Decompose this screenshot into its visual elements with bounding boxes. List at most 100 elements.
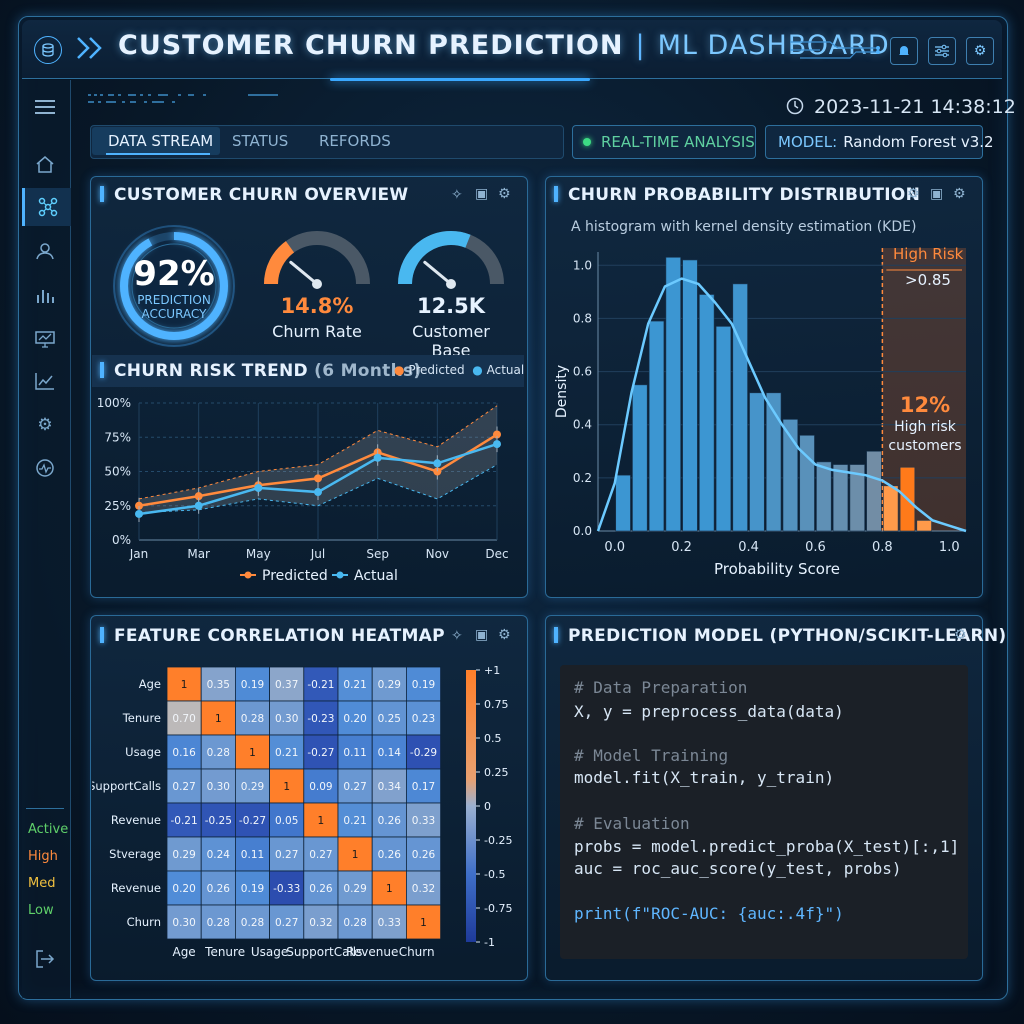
- circuit-decoration: [790, 41, 880, 59]
- model-badge[interactable]: MODEL: Random Forest v3.2: [765, 125, 994, 159]
- heatmap-cell-value: 0.27: [309, 849, 332, 861]
- tab-records[interactable]: REFORDS: [319, 132, 391, 150]
- sliders-icon[interactable]: [928, 37, 956, 65]
- ring-inner: [131, 243, 217, 329]
- hist-bar: [682, 259, 698, 532]
- heatmap-cell-value: 0.09: [309, 781, 332, 793]
- menu-icon[interactable]: [22, 88, 68, 126]
- trend-x-tick: May: [246, 547, 271, 561]
- home-icon[interactable]: [22, 145, 68, 183]
- gear-icon[interactable]: ⚙: [966, 37, 994, 65]
- network-icon[interactable]: [22, 188, 71, 226]
- pin-icon[interactable]: ✧: [451, 187, 463, 203]
- heatmap-cell-value: 0.29: [343, 883, 366, 895]
- hist-minimize-icon[interactable]: ▣: [930, 186, 944, 202]
- customer-base-value: 12.5K: [416, 294, 486, 318]
- trend-x-tick: Sep: [366, 547, 389, 561]
- heatmap-cell: [269, 700, 305, 736]
- heatmap-cell: [303, 870, 339, 906]
- code-line-1: # Data Preparation: [574, 678, 748, 697]
- heatmap-cell: [405, 870, 441, 906]
- legend-predicted-label: Predicted: [262, 568, 328, 584]
- high-risk-label: High Risk: [893, 245, 964, 263]
- hist-bar: [632, 384, 648, 532]
- heatmap-cell-value: 0.27: [275, 849, 298, 861]
- heatmap-col-label: SupportCalls: [286, 945, 362, 959]
- hist-x-tick: 0.0: [604, 540, 625, 555]
- heatmap-cell-value: 0.32: [412, 883, 435, 895]
- heatmap-cell-value: 0.21: [275, 747, 298, 759]
- code-title: PREDICTION MODEL (PYTHON/SCIKIT-LEARN): [554, 626, 1006, 646]
- trend-point-actual: [373, 453, 382, 462]
- title-text: CUSTOMER CHURN PREDICTION: [118, 30, 624, 61]
- code-title-text: PREDICTION MODEL (PYTHON/SCIKIT-LEARN): [568, 626, 1007, 646]
- hist-settings-icon[interactable]: ⚙: [907, 186, 920, 202]
- churn-rate-label: Churn Rate: [272, 322, 362, 341]
- trend-y-tick: 50%: [104, 465, 131, 479]
- activity-icon[interactable]: [22, 449, 68, 487]
- user-icon[interactable]: [22, 232, 68, 270]
- heatmap-cell-value: 0.28: [241, 917, 264, 929]
- title-subtitle: ML DASHBOARD: [657, 30, 890, 61]
- hist-bar: [615, 474, 631, 532]
- monitor-icon[interactable]: [22, 320, 68, 358]
- dashboard-frame: [18, 16, 1008, 1000]
- heatmap-pin-icon[interactable]: ✧: [451, 628, 463, 644]
- heatmap-cell-value: 0.11: [241, 849, 264, 861]
- code-settings-icon[interactable]: ⚙: [954, 627, 967, 643]
- legend-actual-top: Actual: [486, 363, 525, 377]
- heatmap-cell-value: 0.20: [343, 713, 366, 725]
- live-dot-icon: [583, 138, 591, 146]
- heatmap-col-label: Usage: [251, 945, 288, 959]
- realtime-analysis-badge[interactable]: REAL-TIME ANALYSIS: [572, 125, 756, 159]
- gauge-fill: [398, 231, 471, 285]
- bar-chart-icon[interactable]: [22, 276, 68, 314]
- heatmap-cell-value: 0.28: [207, 917, 230, 929]
- colorbar-tick-label: -0.5: [484, 868, 505, 881]
- heatmap-col-label: Revenue: [346, 945, 398, 959]
- hist-y-tick: 0.0: [573, 524, 592, 538]
- bell-icon[interactable]: [890, 37, 918, 65]
- model-value: Random Forest v3.2: [843, 133, 994, 151]
- line-chart-icon[interactable]: [22, 362, 68, 400]
- minimize-icon[interactable]: ▣: [475, 186, 489, 202]
- trend-header-bg: [92, 355, 524, 387]
- heatmap-minimize-icon[interactable]: ▣: [475, 627, 489, 643]
- datetime: 2023-11-21 14:38:12: [814, 96, 1016, 118]
- customer-base-gauge: [398, 231, 504, 289]
- data-ticker-decoration: [88, 94, 278, 103]
- database-icon[interactable]: [34, 36, 62, 64]
- heatmap-cell-value: -0.25: [205, 815, 232, 827]
- heatmap-cell: [371, 870, 407, 906]
- settings-icon[interactable]: ⚙: [37, 415, 53, 435]
- hist-bar: [699, 294, 715, 532]
- heatmap-cell-value: 0.14: [378, 747, 402, 759]
- trend-title-text: CHURN RISK TREND: [114, 361, 308, 381]
- tab-data-stream[interactable]: DATA STREAM: [108, 132, 214, 150]
- heatmap-cell: [337, 734, 373, 770]
- accuracy-value: 92%: [133, 254, 215, 294]
- heatmap-cell: [200, 802, 236, 838]
- trend-point-actual: [433, 459, 442, 468]
- hist-bar: [799, 435, 815, 532]
- sidebar-divider: [26, 808, 64, 809]
- heatmap-cell: [371, 836, 407, 872]
- heatmap-settings-icon[interactable]: ⚙: [498, 627, 511, 643]
- panel-settings-icon[interactable]: ⚙: [498, 186, 511, 202]
- code-line-3: # Model Training: [574, 746, 729, 765]
- code-block[interactable]: # Data Preparation X, y = preprocess_dat…: [560, 665, 968, 959]
- heatmap-cell-value: 0.19: [241, 679, 264, 691]
- tab-status[interactable]: STATUS: [232, 132, 289, 150]
- heatmap-cell-value: 1: [420, 917, 427, 929]
- logout-icon[interactable]: [22, 940, 68, 978]
- hist-gear-icon[interactable]: ⚙: [953, 186, 966, 202]
- heatmap-cell-value: 1: [318, 815, 325, 827]
- heatmap-cell-value: 0.37: [275, 679, 298, 691]
- heatmap-cell-value: 0.27: [343, 781, 366, 793]
- gauge-hub: [446, 279, 456, 289]
- trend-point-actual: [254, 483, 263, 492]
- heatmap-cell-value: 0.29: [241, 781, 264, 793]
- heatmap-cell-value: 0.30: [275, 713, 298, 725]
- histogram-title: CHURN PROBABILITY DISTRIBUTION: [554, 185, 920, 205]
- heatmap-cell-value: 0.28: [241, 713, 264, 725]
